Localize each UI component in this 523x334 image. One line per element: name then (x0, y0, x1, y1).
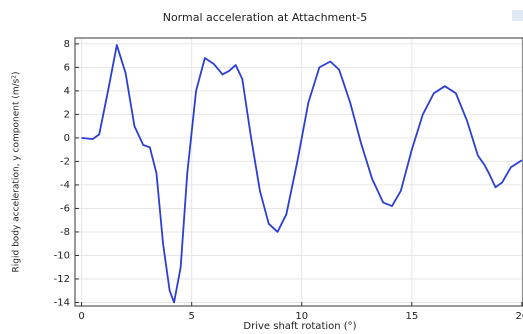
toolbar-icon (512, 10, 523, 21)
chart-title: Normal acceleration at Attachment-5 (163, 11, 368, 24)
y-tick-label: -10 (54, 250, 70, 261)
y-tick-label: -6 (60, 203, 70, 214)
y-tick-label: -2 (60, 156, 70, 167)
x-tick-label: 15 (405, 311, 418, 322)
x-tick-label: 10 (295, 311, 308, 322)
y-tick-label: -4 (60, 180, 70, 191)
y-tick-label: 8 (64, 39, 70, 50)
y-axis-label: Rigid body acceleration, y component (m/… (12, 72, 22, 273)
y-tick-label: 4 (64, 86, 70, 97)
x-tick-label: 5 (188, 311, 194, 322)
x-axis-label: Drive shaft rotation (°) (243, 321, 356, 332)
y-tick-label: 0 (64, 133, 70, 144)
y-tick-label: 6 (64, 62, 70, 73)
y-tick-label: -12 (54, 274, 70, 285)
x-tick-label: 0 (78, 311, 84, 322)
y-tick-label: -8 (60, 227, 70, 238)
plot-frame (74, 37, 523, 307)
y-tick-label: -14 (54, 297, 70, 308)
y-tick-label: 2 (64, 109, 70, 120)
data-line (81, 44, 523, 304)
x-tick-label: 20 (516, 311, 523, 322)
